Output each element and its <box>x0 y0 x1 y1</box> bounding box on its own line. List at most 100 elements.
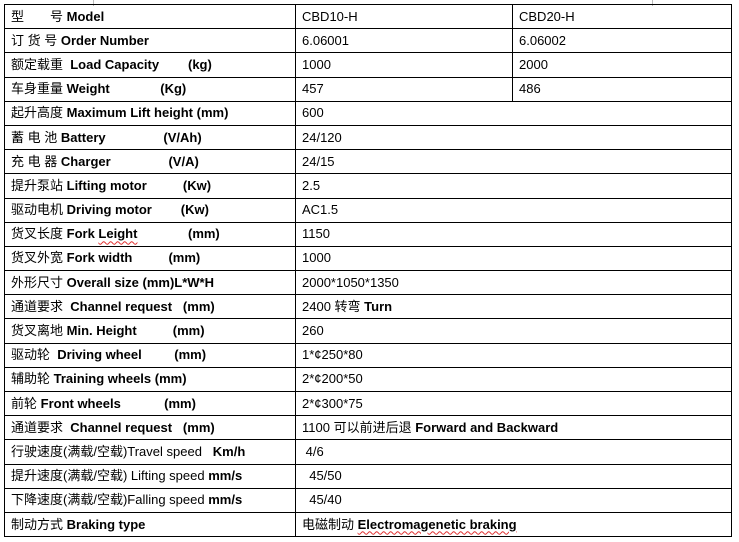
table-row: 提升速度(满载/空载) Lifting speed mm/s 45/50 <box>4 463 732 489</box>
spec-label-cell-text: 提升速度(满载/空载) Lifting speed <box>11 468 209 484</box>
spec-value-cell: CBD10-H <box>295 3 513 30</box>
spec-value-cell-text: CBD10-H <box>302 8 358 24</box>
spec-label-cell-text: 货叉外宽 <box>11 250 67 266</box>
spec-table: 型 号 Model CBD10-H CBD20-H 订 货 号 Order Numbe… <box>4 3 732 538</box>
table-row: 行驶速度(满载/空载)Travel speed Km/h 4/6 <box>4 439 732 465</box>
page-margin-mark <box>652 0 653 6</box>
spec-value-cell-text: 486 <box>519 81 541 97</box>
table-row: 充 电 器 Charger (V/A) 24/15 <box>4 149 732 175</box>
table-row: 型 号 Model CBD10-H CBD20-H <box>4 3 732 30</box>
table-row: 通道要求 Channel request (mm) 2400 转弯 Turn <box>4 294 732 320</box>
table-row: 驱动轮 Driving wheel (mm) 1*¢250*80 <box>4 342 732 368</box>
spec-value-cell-text: 24/120 <box>302 129 342 145</box>
spec-label-cell-text: 通道要求 <box>11 298 71 314</box>
spec-value-cell: 1*¢250*80 <box>295 342 732 368</box>
spec-label-cell-text: Km/h <box>212 443 246 459</box>
spec-label-cell: 货叉长度 Fork Leight (mm) <box>4 221 296 247</box>
spec-label-cell-text: Braking type <box>66 516 146 532</box>
table-row: 货叉外宽 Fork width (mm) 1000 <box>4 245 732 272</box>
spec-label-cell-text: 车身重量 <box>11 81 67 97</box>
spec-value-cell: 2000*1050*1350 <box>295 270 732 296</box>
spec-label-cell-text: 前轮 <box>11 395 41 411</box>
table-row: 起升高度 Maximum Lift height (mm) 600 <box>4 100 732 126</box>
spec-value-cell-text: 45/50 <box>302 468 342 484</box>
spec-label-cell-text: Fork width (mm) <box>66 250 201 266</box>
spec-value-cell: 486 <box>512 76 732 102</box>
spec-value-cell-text: 2000*1050*1350 <box>302 274 399 290</box>
spec-label-cell-text: Maximum Lift height (mm) <box>66 105 229 121</box>
spec-value-cell: 电磁制动 Electromagenetic braking <box>295 511 732 538</box>
spec-label-cell-text: Battery (V/Ah) <box>60 129 202 145</box>
spec-value-cell-text: 24/15 <box>302 153 335 169</box>
spec-value-cell-text: Forward and Backward <box>415 419 559 435</box>
spec-value-cell-text: 6.06002 <box>519 32 566 48</box>
spec-label-cell-text: 辅助轮 <box>11 371 54 387</box>
spec-value-cell: 6.06002 <box>512 28 732 54</box>
spec-label-cell-text: 下降速度(满载/空载)Falling speed <box>11 492 209 508</box>
spec-value-cell: 2*¢300*75 <box>295 390 732 417</box>
spec-value-cell: 6.06001 <box>295 28 513 54</box>
spec-label-cell-text: 外形尺寸 <box>11 274 67 290</box>
table-row: 前轮 Front wheels (mm) 2*¢300*75 <box>4 390 732 417</box>
spec-label-cell-text: 驱动电机 <box>11 202 67 218</box>
spec-value-cell-text: 1000 <box>302 250 331 266</box>
spec-label-cell: 驱动电机 Driving motor (Kw) <box>4 197 296 223</box>
spec-value-cell-text: 2.5 <box>302 177 321 193</box>
spec-label-cell-text: 订 货 号 <box>11 32 61 48</box>
spec-label-cell-text: 通道要求 <box>11 419 71 435</box>
spec-label-cell: 驱动轮 Driving wheel (mm) <box>4 342 296 368</box>
spec-value-cell: 4/6 <box>295 439 732 465</box>
table-row: 驱动电机 Driving motor (Kw) AC1.5 <box>4 197 732 223</box>
spec-label-cell: 提升速度(满载/空载) Lifting speed mm/s <box>4 463 296 489</box>
spec-value-cell: CBD20-H <box>512 3 732 30</box>
spec-label-cell-text: Leight <box>98 226 138 242</box>
spec-label-cell-text: Charger (V/A) <box>60 153 199 169</box>
spec-value-cell: 2*¢200*50 <box>295 366 732 393</box>
table-row: 额定载重 Load Capacity (kg) 1000 2000 <box>4 52 732 78</box>
spec-value-cell-text: 4/6 <box>302 443 324 459</box>
spec-label-cell-text: Training wheels (mm) <box>53 371 187 387</box>
table-row: 制动方式 Braking type 电磁制动 Electromagenetic b… <box>4 511 732 538</box>
spec-label-cell-text: 充 电 器 <box>11 153 61 169</box>
spec-label-cell: 订 货 号 Order Number <box>4 28 296 54</box>
spec-label-cell: 提升泵站 Lifting motor (Kw) <box>4 173 296 199</box>
table-row: 提升泵站 Lifting motor (Kw) 2.5 <box>4 173 732 199</box>
table-row: 蓄 电 池 Battery (V/Ah) 24/120 <box>4 124 732 151</box>
spec-label-cell: 型 号 Model <box>4 3 296 30</box>
spec-value-cell-text: Electromagenetic braking <box>357 516 517 532</box>
spec-value-cell-text: 2*¢200*50 <box>302 371 363 387</box>
spec-value-cell-text: Turn <box>364 298 393 314</box>
spec-label-cell-text: Driving motor (Kw) <box>66 202 209 218</box>
spec-label-cell: 蓄 电 池 Battery (V/Ah) <box>4 124 296 151</box>
spec-value-cell: 2000 <box>512 52 732 78</box>
spec-value-cell: 260 <box>295 318 732 344</box>
spec-value-cell: 1000 <box>295 245 732 272</box>
spec-value-cell-text: 1100 可以前进后退 <box>302 419 416 435</box>
spec-label-cell-text: Overall size (mm)L*W*H <box>66 274 214 290</box>
spec-label-cell-text: 货叉离地 <box>11 323 67 339</box>
spec-value-cell: 45/50 <box>295 463 732 489</box>
spec-value-cell-text: 6.06001 <box>302 32 349 48</box>
spec-label-cell-text: (mm) <box>137 226 220 242</box>
spec-label-cell: 辅助轮 Training wheels (mm) <box>4 366 296 393</box>
spec-value-cell: 24/15 <box>295 149 732 175</box>
spec-value-cell-text: 1000 <box>302 56 331 72</box>
spec-label-cell-text: Weight (Kg) <box>66 81 187 97</box>
spec-value-cell-text: 电磁制动 <box>302 516 358 532</box>
spec-value-cell-text: 2000 <box>519 56 548 72</box>
spec-label-cell: 起升高度 Maximum Lift height (mm) <box>4 100 296 126</box>
spec-value-cell-text: 2*¢300*75 <box>302 395 363 411</box>
spec-label-cell-text: 行驶速度(满载/空载)Travel speed <box>11 443 213 459</box>
spec-label-cell-text: mm/s <box>208 492 243 508</box>
spec-label-cell-text: Order Number <box>60 32 149 48</box>
spec-label-cell: 通道要求 Channel request (mm) <box>4 294 296 320</box>
spec-value-cell: 1000 <box>295 52 513 78</box>
spec-label-cell: 通道要求 Channel request (mm) <box>4 415 296 441</box>
spec-value-cell: 24/120 <box>295 124 732 151</box>
spec-value-cell: 1100 可以前进后退 Forward and Backward <box>295 415 732 441</box>
spec-label-cell-text: 货叉长度 <box>11 226 67 242</box>
table-row: 外形尺寸 Overall size (mm)L*W*H 2000*1050*135… <box>4 270 732 296</box>
spec-value-cell: 2.5 <box>295 173 732 199</box>
spec-label-cell: 前轮 Front wheels (mm) <box>4 390 296 417</box>
spec-value-cell-text: 45/40 <box>302 492 342 508</box>
